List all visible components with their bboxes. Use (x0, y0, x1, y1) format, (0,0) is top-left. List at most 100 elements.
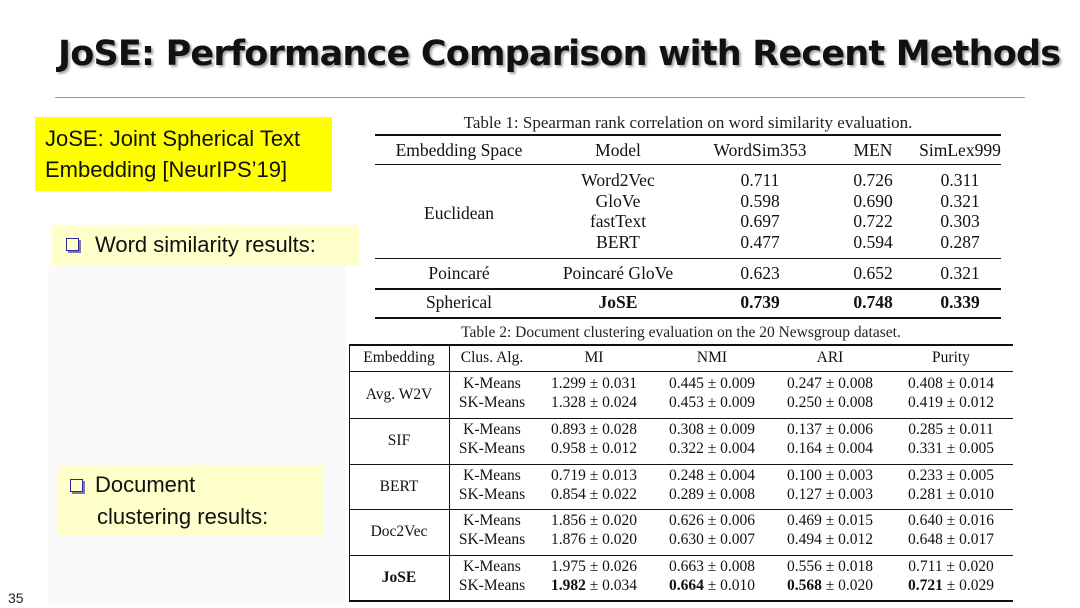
table2-embedding-cell: Doc2Vec (370, 523, 428, 540)
table2-embedding-cell: JoSE (381, 569, 417, 586)
table2-bottom-rule (349, 600, 1013, 602)
table2-value-cell: 0.556 ± 0.018 (786, 558, 873, 575)
table2-value-cell: SK-Means (458, 531, 526, 548)
square-bullet-icon (70, 479, 83, 492)
table2-value-cell: 0.663 ± 0.008 (668, 558, 755, 575)
table2-value-cell: 0.164 ± 0.004 (786, 440, 873, 457)
table2-value-cell: 0.445 ± 0.009 (668, 375, 755, 392)
table1-space-cell: Euclidean (424, 203, 494, 224)
table2-value-cell: 0.289 ± 0.008 (668, 486, 755, 503)
table2-value-cell: 0.419 ± 0.012 (907, 394, 994, 411)
table1-value-cell: 0.722 (853, 211, 893, 231)
table2-value-cell: 0.721 ± 0.029 (889, 576, 1013, 595)
table2-value-cell: 0.331 ± 0.005 (907, 440, 994, 457)
table1-group-rule (375, 258, 1001, 259)
document-clustering-table: Embedding Clus. Alg. MI NMI ARI Purity Avg. W2… (349, 344, 1013, 602)
table2-embedding-cell: Avg. W2V (365, 386, 433, 403)
table2-caption: Table 2: Document clustering evaluation … (461, 324, 901, 341)
table2-best-mean: 1.982 (550, 577, 586, 594)
table2-value-cell: 1.856 ± 0.020 (550, 512, 637, 529)
table1-header-cell: WordSim353 (713, 140, 807, 160)
bullet-word-similarity: Word similarity results: (52, 225, 359, 266)
table2-std: ± 0.034 (585, 577, 637, 594)
table1-group-rule (375, 288, 1001, 290)
table2-value-cell: 0.568 ± 0.020 (771, 576, 889, 595)
table2-header-cell: Clus. Alg. (460, 349, 524, 366)
table2-value-cell: 0.630 ± 0.007 (668, 531, 755, 548)
table1-header-cell: SimLex999 (919, 140, 1001, 160)
table2-group-rule (349, 418, 1013, 419)
table2-value-cell: 1.328 ± 0.024 (550, 394, 637, 411)
table2-value-cell: 1.975 ± 0.026 (550, 558, 637, 575)
table2-value-cell: 0.308 ± 0.009 (668, 421, 755, 438)
table2-group-rule (349, 509, 1013, 510)
table2-value-cell: 0.127 ± 0.003 (786, 486, 873, 503)
page-number: 35 (8, 590, 24, 606)
table2-separator-rule (449, 344, 450, 602)
table1-bottom-rule (375, 317, 1001, 319)
table2-best-mean: 0.664 (668, 577, 704, 594)
table2-value-cell: 0.453 ± 0.009 (668, 394, 755, 411)
table1-value-cell: 0.652 (853, 262, 893, 283)
table2-value-cell: 0.248 ± 0.004 (668, 467, 755, 484)
table2-value-cell: 1.299 ± 0.031 (550, 375, 637, 392)
table1-value-cell: BERT (596, 231, 640, 252)
table2-header-cell: ARI (816, 349, 844, 366)
table2-value-cell: 0.711 ± 0.020 (908, 558, 994, 575)
table2-std: ± 0.020 (821, 577, 873, 594)
table1-value-cell: GloVe (595, 190, 641, 211)
table2-value-cell: 0.854 ± 0.022 (550, 486, 637, 503)
table2-header-cell: Purity (932, 349, 970, 366)
table2-value-cell: 0.893 ± 0.028 (550, 421, 637, 438)
bullet-doc-line-1: Document (95, 472, 196, 497)
table2-embedding-cell: SIF (387, 432, 411, 449)
table1-header-cell: Model (595, 140, 641, 160)
table2-header-cell: Embedding (363, 349, 435, 366)
table2-value-cell: 0.322 ± 0.004 (668, 440, 755, 457)
table2-header-cell: NMI (696, 349, 728, 366)
table2-value-cell: 0.626 ± 0.006 (668, 512, 755, 529)
table2-value-cell: 0.233 ± 0.005 (907, 467, 994, 484)
word-similarity-table: Embedding Space Model WordSim353 MEN SimLex9… (375, 134, 1001, 319)
table2-value-cell: SK-Means (458, 486, 526, 503)
bullet-word-similarity-text: Word similarity results: (95, 232, 316, 257)
table2-value-cell: 1.982 ± 0.034 (535, 576, 653, 595)
table2-best-mean: 0.721 (907, 577, 943, 594)
table2-value-cell: K-Means (463, 558, 521, 575)
table2-best-mean: 0.568 (786, 577, 822, 594)
slide-title: JoSE: Performance Comparison with Recent… (58, 34, 1061, 74)
table1-value-cell: 0.711 (740, 170, 780, 190)
table2-header-rule (349, 371, 1013, 372)
table2-value-cell: 0.494 ± 0.012 (786, 531, 873, 548)
table2-value-cell: SK-Means (458, 394, 526, 411)
table1-value-cell: 0.726 (853, 170, 893, 190)
left-panel-background (48, 265, 346, 605)
table2-group-rule (349, 555, 1013, 556)
table1-value-cell: 0.598 (740, 190, 780, 211)
table2-value-cell: 0.640 ± 0.016 (907, 512, 994, 529)
table1-value-cell: 0.287 (940, 231, 980, 252)
table2-value-cell: K-Means (463, 375, 521, 392)
table2-value-cell: 0.958 ± 0.012 (550, 440, 637, 457)
table2-std: ± 0.029 (942, 577, 994, 594)
table1-value-cell: JoSE (598, 292, 638, 313)
table1-space-cell: Spherical (425, 292, 493, 313)
table1-value-cell: 0.321 (940, 262, 980, 283)
table1-value-cell: 0.739 (740, 292, 780, 313)
callout-line-2: Embedding [NeurIPS’19] (45, 157, 288, 182)
table2-value-cell: SK-Means (458, 577, 526, 594)
table1-value-cell: 0.690 (853, 190, 893, 211)
bullet-doc-line-2: clustering results: (97, 504, 269, 529)
table2-value-cell: 0.100 ± 0.003 (786, 467, 873, 484)
table2-top-rule (349, 344, 1013, 346)
table2-value-cell: 0.719 ± 0.013 (550, 467, 637, 484)
table2-value-cell: 0.648 ± 0.017 (907, 531, 994, 548)
table1-value-cell: Word2Vec (581, 170, 655, 190)
table1-value-cell: 0.303 (940, 211, 980, 231)
callout-line-1: JoSE: Joint Spherical Text (45, 126, 301, 151)
table2-value-cell: SK-Means (458, 440, 526, 457)
table2-group-rule (349, 464, 1013, 465)
table1-value-cell: 0.339 (940, 292, 980, 313)
table1-top-rule (375, 134, 1001, 136)
table1-value-cell: 0.623 (740, 262, 780, 283)
